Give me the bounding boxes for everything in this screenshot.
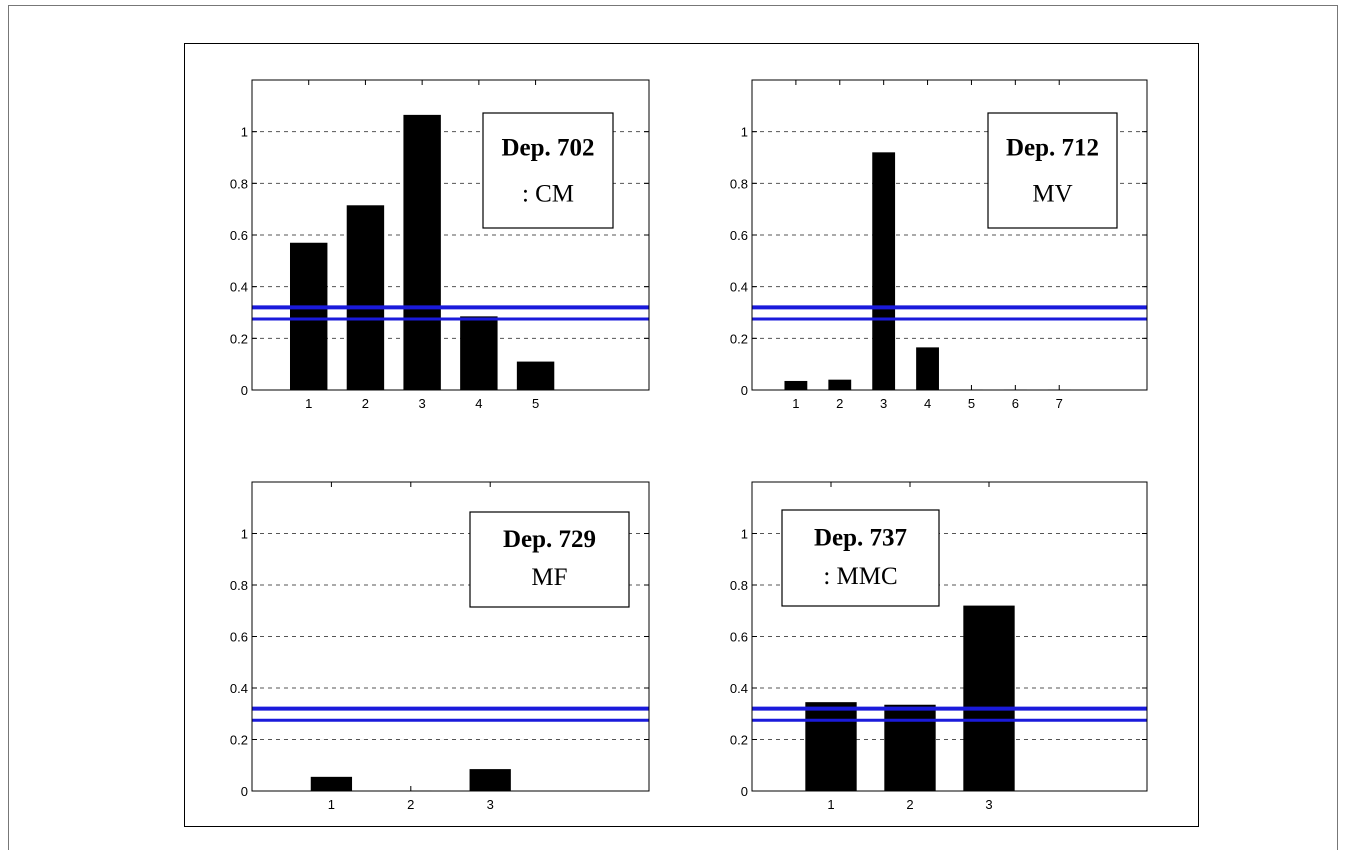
y-tick-label: 0.2	[730, 331, 748, 346]
bar-2	[828, 379, 852, 390]
legend-title: Dep. 737	[814, 525, 907, 552]
bar-2	[884, 704, 936, 791]
y-tick-label: 1	[741, 125, 748, 140]
legend-title: Dep. 712	[1006, 135, 1099, 162]
x-tick-label: 3	[985, 797, 992, 812]
legend-subtitle: : MMC	[823, 563, 897, 590]
axes-box	[751, 79, 1148, 391]
x-tick-label: 5	[532, 396, 539, 411]
y-tick-label: 0.8	[730, 578, 748, 593]
chart-panel-3: 1 2 3 0 0.2 0.4 0.6 0.8 1 Dep. 729 MF	[230, 481, 650, 812]
y-tick-label: 0.8	[230, 578, 248, 593]
y-tick-label: 1	[241, 125, 248, 140]
y-tick-label: 0.4	[230, 280, 248, 295]
axes-box	[751, 481, 1148, 792]
chart-panel-1: 1 2 3 4 5 0 0.2 0.4 0.6 0.8 1 Dep. 702 : CM	[230, 79, 650, 411]
bar-1	[289, 242, 328, 390]
outer-frame	[8, 5, 1338, 850]
bar-1	[310, 776, 353, 791]
y-tick-label: 0.6	[230, 630, 248, 645]
axes-box	[251, 79, 650, 391]
x-tick-label: 7	[1056, 396, 1063, 411]
x-tick-label: 2	[906, 797, 913, 812]
legend-subtitle: : CM	[522, 181, 574, 208]
y-tick-label: 0.4	[730, 681, 748, 696]
bar-3	[963, 605, 1015, 791]
x-tick-label: 3	[880, 396, 887, 411]
x-tick-label: 3	[487, 797, 494, 812]
x-tick-label: 1	[827, 797, 834, 812]
y-tick-label: 1	[741, 527, 748, 542]
bar-4	[460, 316, 498, 390]
y-tick-label: 0	[241, 784, 248, 799]
y-tick-label: 0	[741, 784, 748, 799]
x-tick-label: 4	[475, 396, 482, 411]
x-tick-label: 2	[836, 396, 843, 411]
legend-box	[781, 509, 940, 607]
bar-3	[469, 769, 511, 791]
y-tick-label: 0.2	[230, 331, 248, 346]
x-tick-label: 1	[305, 396, 312, 411]
x-tick-label: 2	[407, 797, 414, 812]
y-tick-label: 0.8	[730, 176, 748, 191]
y-tick-label: 0.2	[230, 733, 248, 748]
y-tick-label: 0.6	[730, 630, 748, 645]
legend-title: Dep. 702	[501, 135, 594, 162]
y-tick-label: 0.2	[730, 733, 748, 748]
legend-subtitle: MV	[1032, 181, 1072, 208]
x-tick-label: 6	[1012, 396, 1019, 411]
y-tick-label: 0.4	[230, 681, 248, 696]
y-tick-label: 0	[241, 383, 248, 398]
legend-title: Dep. 729	[503, 526, 596, 553]
x-tick-label: 4	[924, 396, 931, 411]
bar-1	[805, 702, 857, 791]
axes-box	[251, 481, 650, 792]
legend-subtitle: MF	[531, 564, 567, 591]
bar-3	[872, 152, 896, 390]
bar-3	[403, 114, 441, 390]
y-tick-label: 0.6	[230, 228, 248, 243]
bar-4	[916, 347, 939, 390]
y-tick-label: 0.8	[230, 176, 248, 191]
legend-box	[987, 112, 1118, 229]
x-tick-label: 5	[968, 396, 975, 411]
legend-box	[469, 511, 630, 608]
y-tick-label: 0.6	[730, 228, 748, 243]
y-tick-label: 0	[741, 383, 748, 398]
x-tick-label: 1	[792, 396, 799, 411]
y-tick-label: 0.4	[730, 280, 748, 295]
legend-box	[482, 112, 614, 229]
bar-2	[346, 205, 385, 390]
x-tick-label: 1	[328, 797, 335, 812]
chart-panel-2: 1 2 3 4 5 6 7 0 0.2 0.4 0.6 0.8 1 Dep. 712 MV	[730, 79, 1148, 411]
x-tick-label: 3	[419, 396, 426, 411]
chart-panel-4: 1 2 3 0 0.2 0.4 0.6 0.8 1 Dep. 737 : MMC	[730, 481, 1148, 812]
y-tick-label: 1	[241, 527, 248, 542]
x-tick-label: 2	[362, 396, 369, 411]
